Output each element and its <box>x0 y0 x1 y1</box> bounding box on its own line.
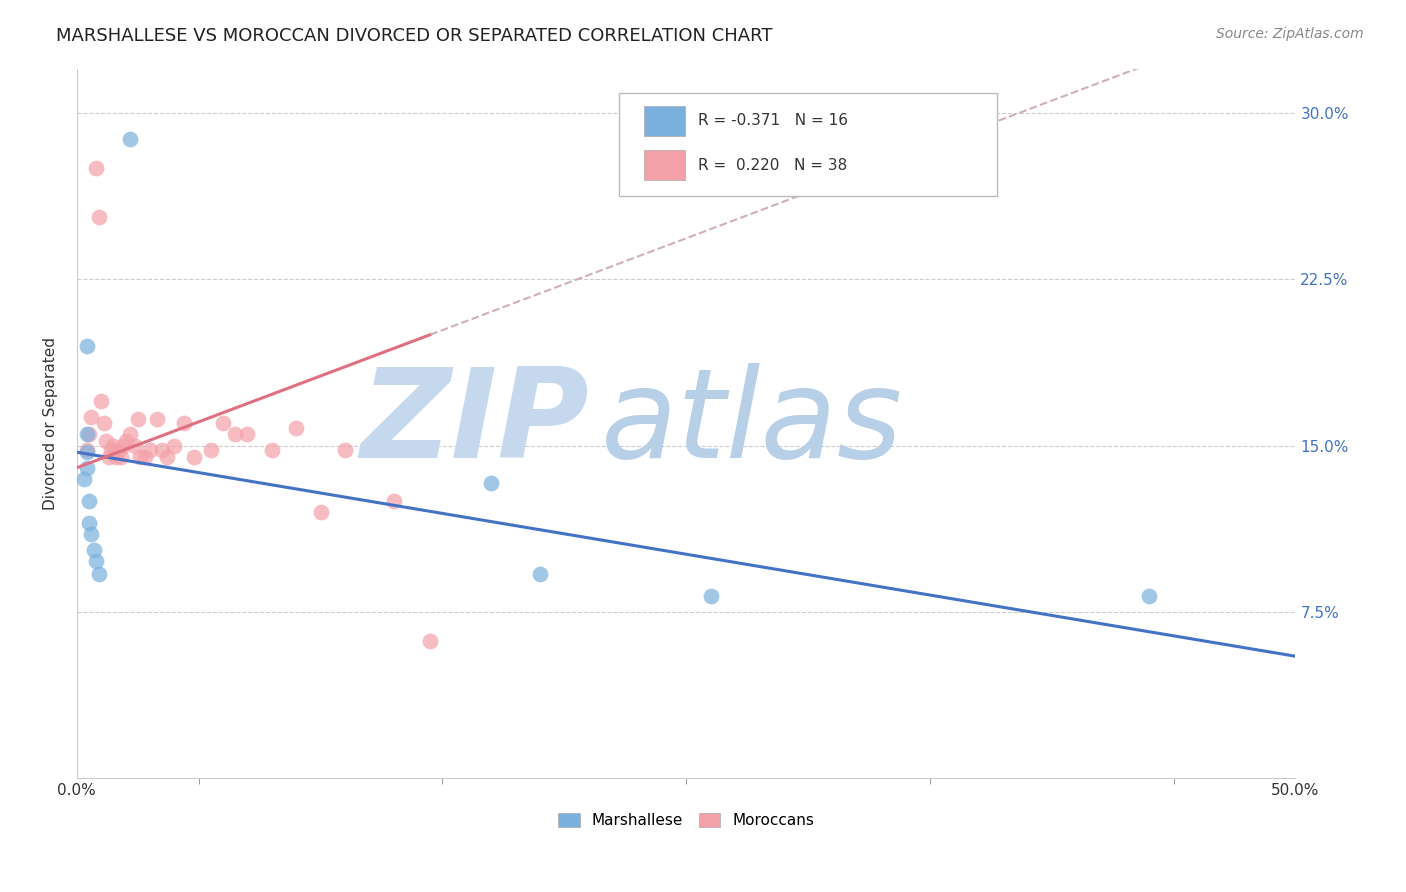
Point <box>146 412 169 426</box>
Point <box>76 442 98 457</box>
Point <box>87 567 110 582</box>
Point <box>77 516 100 531</box>
Point <box>1137 590 1160 604</box>
Point <box>124 438 146 452</box>
Point <box>73 472 96 486</box>
Text: R =  0.220   N = 38: R = 0.220 N = 38 <box>699 158 848 172</box>
Point <box>100 442 122 457</box>
FancyBboxPatch shape <box>619 94 997 196</box>
Point <box>699 590 721 604</box>
Point <box>120 132 142 146</box>
Point <box>103 438 125 452</box>
Point <box>97 450 120 464</box>
Point <box>77 494 100 508</box>
Point <box>134 450 156 464</box>
FancyBboxPatch shape <box>644 150 685 180</box>
Legend: Marshallese, Moroccans: Marshallese, Moroccans <box>553 806 820 834</box>
Point <box>236 427 259 442</box>
Point <box>86 161 108 176</box>
Point <box>382 494 405 508</box>
Point <box>309 505 332 519</box>
Point <box>76 427 98 442</box>
Point <box>83 542 105 557</box>
Point <box>76 339 98 353</box>
Point <box>90 394 112 409</box>
Point <box>156 450 179 464</box>
Point <box>224 427 246 442</box>
Point <box>114 434 136 449</box>
Point <box>129 450 152 464</box>
Point <box>200 442 222 457</box>
Point <box>86 554 108 568</box>
Point <box>163 438 186 452</box>
Point <box>150 442 173 457</box>
Y-axis label: Divorced or Separated: Divorced or Separated <box>44 337 58 510</box>
Point <box>76 460 98 475</box>
Text: MARSHALLESE VS MOROCCAN DIVORCED OR SEPARATED CORRELATION CHART: MARSHALLESE VS MOROCCAN DIVORCED OR SEPA… <box>56 27 773 45</box>
Point <box>173 417 195 431</box>
Point <box>127 412 149 426</box>
Point <box>260 442 283 457</box>
FancyBboxPatch shape <box>644 106 685 136</box>
Point <box>285 421 308 435</box>
Text: Source: ZipAtlas.com: Source: ZipAtlas.com <box>1216 27 1364 41</box>
Text: ZIP: ZIP <box>360 363 589 483</box>
Point <box>107 442 129 457</box>
Point <box>112 438 135 452</box>
Point <box>120 427 142 442</box>
Point <box>94 434 117 449</box>
Point <box>80 527 103 541</box>
Point <box>529 567 551 582</box>
Point <box>76 445 98 459</box>
Point <box>80 409 103 424</box>
Point <box>110 450 132 464</box>
Point <box>419 633 441 648</box>
Point <box>479 476 502 491</box>
Point <box>87 210 110 224</box>
Text: atlas: atlas <box>600 363 903 483</box>
Point <box>139 442 162 457</box>
Point <box>77 427 100 442</box>
Point <box>93 417 115 431</box>
Point <box>333 442 356 457</box>
Point <box>212 417 235 431</box>
Text: R = -0.371   N = 16: R = -0.371 N = 16 <box>699 113 848 128</box>
Point <box>104 450 127 464</box>
Point <box>183 450 205 464</box>
